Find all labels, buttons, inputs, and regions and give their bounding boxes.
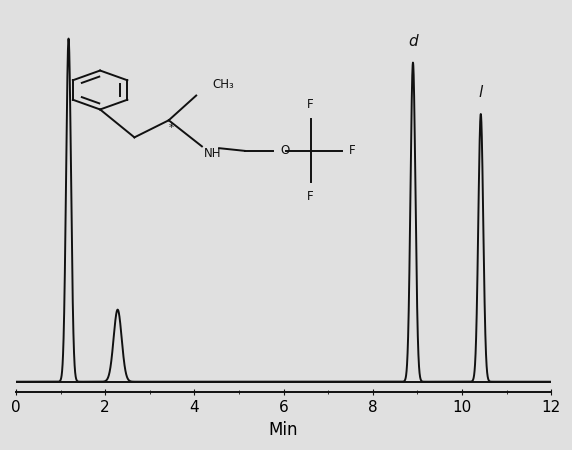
Text: *: * [169,123,174,133]
Text: F: F [307,190,314,203]
Text: F: F [349,144,356,158]
Text: d: d [408,34,418,49]
X-axis label: Min: Min [269,421,299,439]
Text: F: F [307,98,314,111]
Text: CH₃: CH₃ [212,78,234,91]
Text: NH: NH [204,147,222,160]
Text: l: l [479,86,483,100]
Text: O: O [280,144,289,158]
